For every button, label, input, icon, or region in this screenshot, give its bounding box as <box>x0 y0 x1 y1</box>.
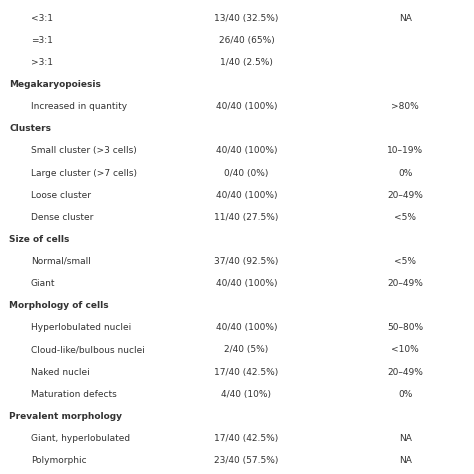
Text: Small cluster (>3 cells): Small cluster (>3 cells) <box>31 146 137 155</box>
Text: >3:1: >3:1 <box>31 58 53 67</box>
Text: 0%: 0% <box>398 169 412 177</box>
Text: NA: NA <box>399 14 412 23</box>
Text: Megakaryopoiesis: Megakaryopoiesis <box>9 80 101 89</box>
Text: 17/40 (42.5%): 17/40 (42.5%) <box>214 368 279 376</box>
Text: 20–49%: 20–49% <box>387 191 423 200</box>
Text: 20–49%: 20–49% <box>387 279 423 288</box>
Text: 4/40 (10%): 4/40 (10%) <box>221 390 272 399</box>
Text: 40/40 (100%): 40/40 (100%) <box>216 279 277 288</box>
Text: Naked nuclei: Naked nuclei <box>31 368 90 376</box>
Text: 40/40 (100%): 40/40 (100%) <box>216 146 277 155</box>
Text: <5%: <5% <box>394 213 416 222</box>
Text: =3:1: =3:1 <box>31 36 53 45</box>
Text: Clusters: Clusters <box>9 124 52 133</box>
Text: <5%: <5% <box>394 257 416 266</box>
Text: Polymorphic: Polymorphic <box>31 456 86 465</box>
Text: 17/40 (42.5%): 17/40 (42.5%) <box>214 434 279 443</box>
Text: Giant, hyperlobulated: Giant, hyperlobulated <box>31 434 130 443</box>
Text: Giant: Giant <box>31 279 55 288</box>
Text: Loose cluster: Loose cluster <box>31 191 91 200</box>
Text: Dense cluster: Dense cluster <box>31 213 93 222</box>
Text: 2/40 (5%): 2/40 (5%) <box>224 346 269 355</box>
Text: 11/40 (27.5%): 11/40 (27.5%) <box>214 213 279 222</box>
Text: 0%: 0% <box>398 390 412 399</box>
Text: Hyperlobulated nuclei: Hyperlobulated nuclei <box>31 323 131 332</box>
Text: Cloud-like/bulbous nuclei: Cloud-like/bulbous nuclei <box>31 346 145 355</box>
Text: 10–19%: 10–19% <box>387 146 423 155</box>
Text: 20–49%: 20–49% <box>387 368 423 376</box>
Text: Large cluster (>7 cells): Large cluster (>7 cells) <box>31 169 137 177</box>
Text: >80%: >80% <box>392 102 419 111</box>
Text: 37/40 (92.5%): 37/40 (92.5%) <box>214 257 279 266</box>
Text: Normal/small: Normal/small <box>31 257 91 266</box>
Text: 23/40 (57.5%): 23/40 (57.5%) <box>214 456 279 465</box>
Text: Prevalent morphology: Prevalent morphology <box>9 412 122 421</box>
Text: NA: NA <box>399 434 412 443</box>
Text: 40/40 (100%): 40/40 (100%) <box>216 102 277 111</box>
Text: <3:1: <3:1 <box>31 14 53 23</box>
Text: 26/40 (65%): 26/40 (65%) <box>219 36 274 45</box>
Text: 50–80%: 50–80% <box>387 323 423 332</box>
Text: Size of cells: Size of cells <box>9 235 70 244</box>
Text: 40/40 (100%): 40/40 (100%) <box>216 191 277 200</box>
Text: Morphology of cells: Morphology of cells <box>9 301 109 310</box>
Text: Increased in quantity: Increased in quantity <box>31 102 127 111</box>
Text: <10%: <10% <box>392 346 419 355</box>
Text: NA: NA <box>399 456 412 465</box>
Text: 13/40 (32.5%): 13/40 (32.5%) <box>214 14 279 23</box>
Text: Maturation defects: Maturation defects <box>31 390 117 399</box>
Text: 1/40 (2.5%): 1/40 (2.5%) <box>220 58 273 67</box>
Text: 0/40 (0%): 0/40 (0%) <box>224 169 269 177</box>
Text: 40/40 (100%): 40/40 (100%) <box>216 323 277 332</box>
